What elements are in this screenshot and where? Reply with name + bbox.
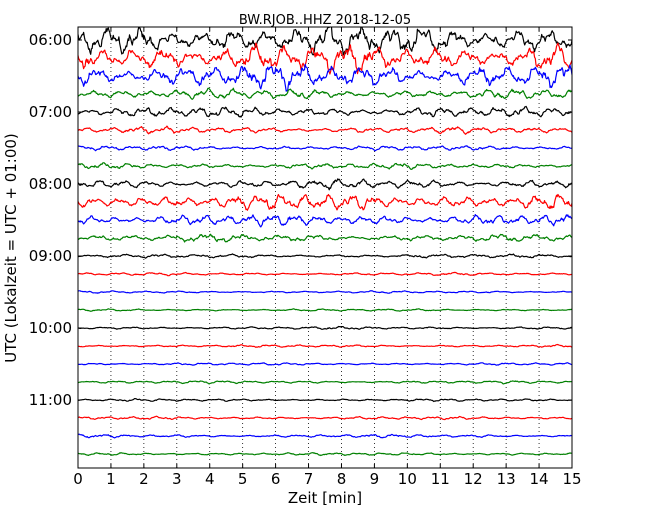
x-tick-label: 13 <box>497 470 516 488</box>
axes-frame <box>77 26 573 469</box>
y-tick-label: 10:00 <box>29 319 72 337</box>
trace-line <box>78 87 572 100</box>
trace-line <box>78 433 572 439</box>
trace-line <box>78 290 572 294</box>
chart-title: BW.RJOB..HHZ 2018-12-05 <box>239 13 411 28</box>
y-tick-label: 11:00 <box>29 391 72 409</box>
x-axis-ticks: 0 1 2 3 4 5 6 7 8 9 10 11 12 13 14 15 <box>73 27 582 488</box>
x-tick-label: 11 <box>431 470 450 488</box>
y-tick-label: 08:00 <box>29 175 72 193</box>
x-tick-label: 15 <box>562 470 581 488</box>
vertical-grid <box>110 27 540 468</box>
trace-line <box>78 380 572 385</box>
trace-line <box>78 63 572 92</box>
x-tick-label: 12 <box>464 470 483 488</box>
trace-line <box>78 271 572 277</box>
trace-line <box>78 193 572 211</box>
y-tick-label: 06:00 <box>29 31 72 49</box>
trace-line <box>78 233 572 243</box>
x-tick-label: 6 <box>271 470 281 488</box>
trace-line <box>78 415 572 421</box>
x-tick-label: 5 <box>238 470 248 488</box>
x-tick-label: 7 <box>304 470 314 488</box>
trace-line <box>78 398 572 403</box>
x-tick-label: 0 <box>73 470 83 488</box>
trace-line <box>78 105 572 118</box>
trace-line <box>78 145 572 152</box>
trace-line <box>78 253 572 259</box>
trace-line <box>78 162 572 170</box>
x-tick-label: 14 <box>530 470 549 488</box>
x-tick-label: 10 <box>398 470 417 488</box>
x-axis-label: Zeit [min] <box>288 489 362 507</box>
trace-group <box>78 27 572 457</box>
y-axis-ticks: 06:00 07:00 08:00 09:00 10:00 11:00 <box>29 31 572 409</box>
x-tick-label: 8 <box>337 470 347 488</box>
trace-line <box>78 343 572 348</box>
y-tick-label: 07:00 <box>29 103 72 121</box>
x-tick-label: 9 <box>370 470 380 488</box>
x-tick-label: 3 <box>172 470 182 488</box>
trace-line <box>78 125 572 135</box>
y-axis-label: UTC (Lokalzeit = UTC + 01:00) <box>2 133 20 363</box>
x-tick-label: 4 <box>205 470 215 488</box>
trace-line <box>78 308 572 312</box>
trace-line <box>78 42 572 75</box>
trace-line <box>78 214 572 228</box>
y-tick-label: 09:00 <box>29 247 72 265</box>
trace-line <box>78 452 572 457</box>
trace-line <box>78 325 572 330</box>
x-tick-label: 1 <box>106 470 116 488</box>
x-tick-label: 2 <box>139 470 149 488</box>
trace-line <box>78 178 572 191</box>
trace-line <box>78 27 572 56</box>
trace-line <box>78 362 572 366</box>
